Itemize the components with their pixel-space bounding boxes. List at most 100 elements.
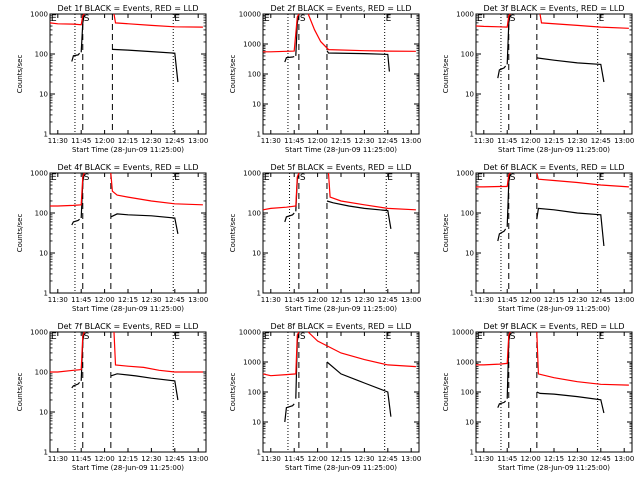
x-tick-label: 11:30: [474, 137, 494, 145]
plot-title: Det 3f BLACK = Events, RED = LLD: [483, 4, 624, 13]
lld-series-line: [536, 172, 629, 188]
y-tick-label: 100: [461, 389, 474, 397]
x-tick-label: 12:30: [354, 137, 374, 145]
events-series-line: [326, 361, 392, 417]
end-marker-label: E: [264, 173, 270, 183]
events-series-line: [326, 50, 390, 72]
x-tick-label: 12:00: [95, 296, 115, 304]
x-tick-label: 12:45: [378, 455, 398, 463]
events-series-line: [536, 207, 605, 247]
start-marker-label: S: [300, 332, 306, 342]
start-marker-label: S: [510, 14, 516, 24]
y-tick-label: 100: [461, 210, 474, 218]
plot-frame: [475, 331, 633, 453]
end-marker-label: E: [599, 14, 605, 24]
y-tick-label: 10: [252, 101, 261, 109]
events-series-line: [497, 228, 507, 242]
x-tick-label: 12:45: [591, 296, 611, 304]
y-tick-label: 1: [257, 131, 261, 139]
x-axis-label: Start Time (28-Jun-09 11:25:00): [498, 305, 610, 313]
y-axis-label: Counts/sec: [229, 55, 237, 94]
x-tick-label: 12:30: [567, 137, 587, 145]
y-axis-label: Counts/sec: [229, 214, 237, 253]
x-tick-label: 11:45: [71, 296, 91, 304]
y-tick-label: 100: [461, 51, 474, 59]
x-tick-label: 12:15: [331, 455, 351, 463]
x-tick-label: 12:00: [308, 296, 328, 304]
x-tick-label: 11:30: [474, 455, 494, 463]
plot-panel: Det 7f BLACK = Events, RED = LLD 11:30 11:…: [16, 322, 208, 472]
y-tick-label: 10000: [239, 11, 261, 19]
lld-series-line: [113, 331, 203, 373]
end-marker-label: E: [51, 14, 57, 24]
x-tick-label: 13:00: [188, 455, 208, 463]
end-marker-label: E: [477, 332, 483, 342]
x-tick-label: 11:30: [48, 296, 68, 304]
y-tick-label: 10: [465, 250, 474, 258]
x-tick-label: 12:30: [567, 455, 587, 463]
end-marker-label: E: [174, 173, 180, 183]
start-marker-label: S: [300, 173, 306, 183]
events-series-line: [110, 213, 179, 235]
y-axis-label: Counts/sec: [442, 214, 450, 253]
events-series-line: [326, 200, 392, 230]
start-marker-label: S: [84, 14, 90, 24]
plot-panel: Det 2f BLACK = Events, RED = LLD 11:30 11:…: [229, 4, 421, 154]
x-tick-label: 12:00: [521, 455, 541, 463]
x-tick-label: 12:00: [308, 137, 328, 145]
events-series-line: [506, 13, 511, 65]
events-series-line: [284, 403, 295, 423]
x-tick-label: 11:45: [284, 296, 304, 304]
x-axis-label: Start Time (28-Jun-09 11:25:00): [498, 146, 610, 154]
events-series-line: [112, 48, 179, 83]
events-series-line: [506, 172, 511, 227]
end-marker-label: E: [477, 173, 483, 183]
end-marker-label: E: [51, 173, 57, 183]
x-tick-label: 13:00: [188, 137, 208, 145]
x-tick-label: 12:45: [378, 296, 398, 304]
y-tick-label: 10: [39, 91, 48, 99]
y-tick-label: 1: [257, 290, 261, 298]
events-series-line: [110, 373, 179, 401]
y-axis-label: Counts/sec: [442, 373, 450, 412]
y-tick-label: 1: [44, 290, 48, 298]
y-tick-label: 1000: [243, 41, 261, 49]
end-marker-label: E: [264, 332, 270, 342]
y-tick-label: 1: [470, 290, 474, 298]
y-tick-label: 100: [248, 210, 261, 218]
y-tick-label: 10: [252, 250, 261, 258]
x-tick-label: 12:15: [544, 137, 564, 145]
lld-series-line: [536, 331, 629, 386]
start-marker-label: S: [510, 332, 516, 342]
y-tick-label: 1: [470, 131, 474, 139]
events-series-line: [284, 56, 295, 63]
y-axis-label: Counts/sec: [16, 55, 24, 94]
x-tick-label: 13:00: [614, 296, 634, 304]
y-tick-label: 1000: [243, 359, 261, 367]
x-tick-label: 11:30: [261, 137, 281, 145]
lld-series-line: [110, 172, 203, 206]
plot-title: Det 9f BLACK = Events, RED = LLD: [483, 322, 624, 331]
x-tick-label: 12:15: [118, 137, 138, 145]
end-marker-label: E: [386, 332, 392, 342]
lld-series-line: [476, 172, 511, 188]
plot-frame: [262, 331, 420, 453]
x-tick-label: 11:45: [71, 137, 91, 145]
end-marker-label: E: [386, 14, 392, 24]
x-tick-label: 13:00: [614, 455, 634, 463]
y-axis-label: Counts/sec: [16, 214, 24, 253]
events-series-line: [536, 391, 605, 414]
x-tick-label: 13:00: [614, 137, 634, 145]
lld-series-line: [476, 331, 511, 366]
events-series-line: [284, 212, 295, 223]
x-tick-label: 12:15: [544, 455, 564, 463]
x-axis-label: Start Time (28-Jun-09 11:25:00): [285, 305, 397, 313]
plot-frame: [475, 13, 633, 135]
plot-frame: [475, 172, 633, 294]
x-tick-label: 13:00: [401, 137, 421, 145]
y-tick-label: 100: [35, 210, 48, 218]
lld-series-line: [307, 13, 416, 52]
plot-title: Det 5f BLACK = Events, RED = LLD: [270, 163, 411, 172]
y-tick-label: 1000: [30, 11, 48, 19]
